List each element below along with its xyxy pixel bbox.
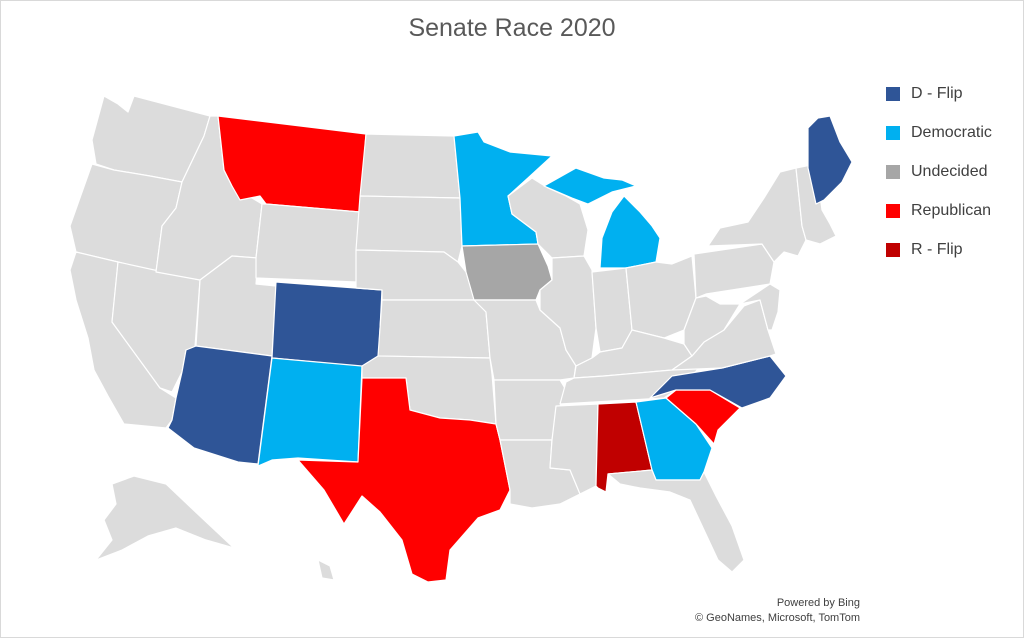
map-legend: D - Flip Democratic Undecided Republican… [886,74,992,269]
state-west-virginia [683,295,741,357]
state-north-carolina [649,355,787,409]
legend-swatch [886,203,900,218]
legend-label: Republican [911,201,992,219]
state-wyoming [255,203,361,283]
legend-item-r-flip: R - Flip [886,230,992,269]
state-hawaii [317,559,335,581]
legend-label: Undecided [911,162,988,180]
legend-item-democratic: Democratic [886,113,992,152]
state-kansas [377,299,491,359]
state-colorado [271,281,383,369]
state-texas [297,377,511,583]
legend-label: D - Flip [911,84,963,102]
legend-swatch [886,164,900,179]
state-mid-atlantic [739,283,781,331]
legend-label: Democratic [911,123,992,141]
state-new-mexico [257,357,363,467]
state-north-dakota [359,133,461,199]
state-florida [607,469,745,573]
state-alaska [95,475,235,561]
legend-item-undecided: Undecided [886,152,992,191]
legend-item-republican: Republican [886,191,992,230]
attribution-powered-by: Powered by Bing [776,597,860,609]
legend-swatch [886,242,900,257]
legend-item-d-flip: D - Flip [886,74,992,113]
legend-label: R - Flip [911,240,963,258]
state-michigan [599,195,661,269]
legend-swatch [886,86,900,101]
legend-swatch [886,125,900,140]
state-arizona [167,345,273,465]
state-montana [217,115,367,213]
attribution-credits: © GeoNames, Microsoft, TomTom [695,612,860,624]
state-indiana [591,267,633,353]
map-title: Senate Race 2020 [408,14,616,42]
state-illinois [539,255,597,367]
state-iowa [461,243,553,301]
state-maine [807,115,853,205]
map-attribution: Powered by Bing © GeoNames, Microsoft, T… [695,596,860,626]
state-michigan-upper [543,167,637,205]
